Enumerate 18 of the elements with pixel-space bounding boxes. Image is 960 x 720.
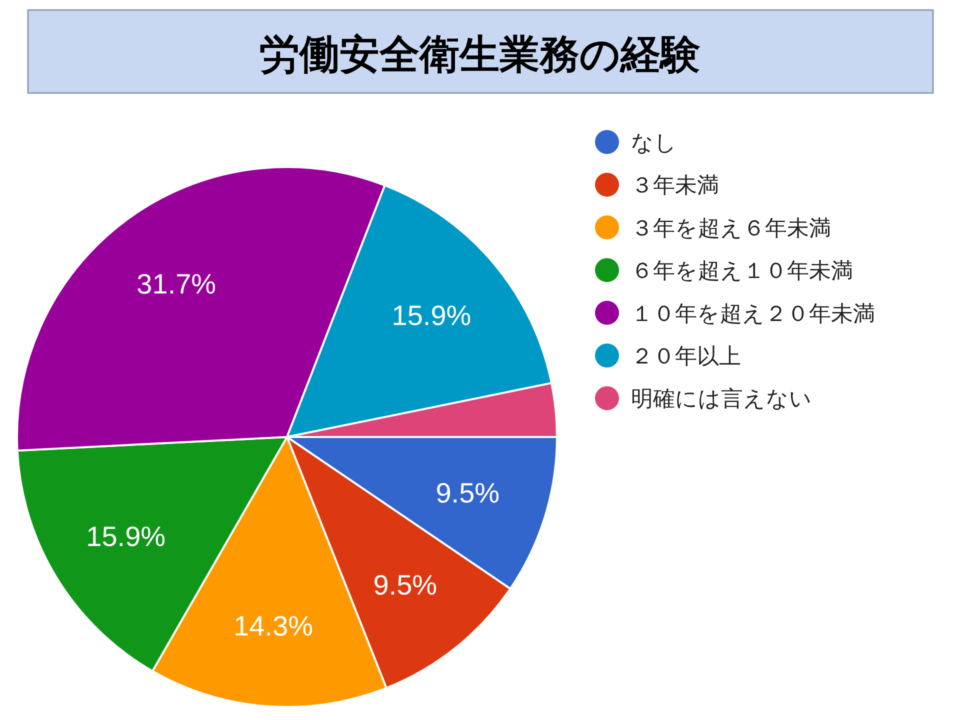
legend-label: ６年を超え１０年未満 [631, 259, 853, 284]
legend-label: ３年を超え６年未満 [631, 216, 831, 242]
legend-label: １０年を超え２０年未満 [631, 302, 875, 327]
data-label: 9.5% [436, 478, 500, 509]
chart-title: 労働安全衛生業務の経験 [260, 32, 700, 78]
legend-label: なし [631, 131, 677, 156]
legend-label: 明確には言えない [631, 387, 812, 412]
data-label: 15.9% [86, 520, 166, 552]
data-label: 14.3% [234, 610, 314, 642]
pie-slice [16, 166, 386, 452]
legend-label: ２０年以上 [631, 344, 741, 370]
pie-slice [286, 184, 553, 438]
title: 労働安全衛生業務の経験 [27, 9, 934, 94]
data-label: 31.7% [136, 268, 216, 300]
data-label: 15.9% [392, 300, 472, 332]
legend-label: ３年未満 [631, 174, 719, 199]
data-label: 9.5% [373, 570, 438, 600]
pie-slice [286, 382, 558, 438]
